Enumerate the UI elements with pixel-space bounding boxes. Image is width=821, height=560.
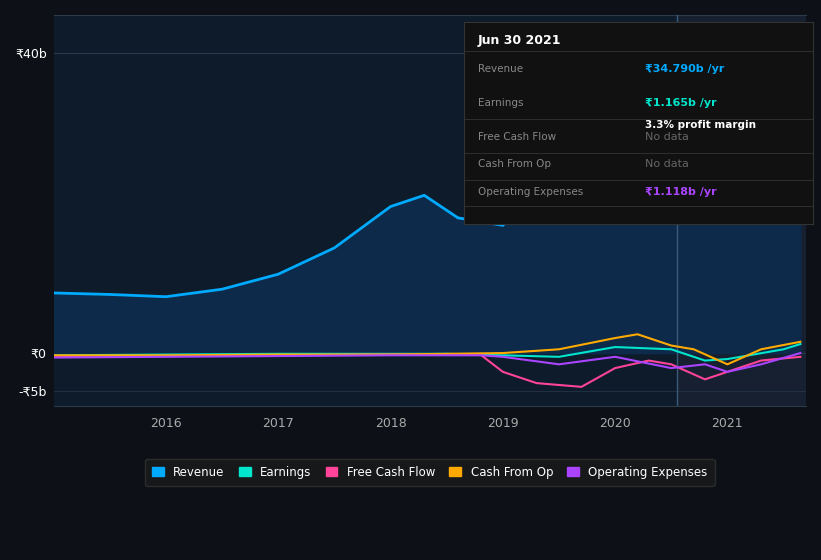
Text: 3.3% profit margin: 3.3% profit margin xyxy=(645,120,756,130)
Text: Cash From Op: Cash From Op xyxy=(478,158,551,169)
Legend: Revenue, Earnings, Free Cash Flow, Cash From Op, Operating Expenses: Revenue, Earnings, Free Cash Flow, Cash … xyxy=(144,459,715,486)
Text: ₹1.165b /yr: ₹1.165b /yr xyxy=(645,98,717,108)
Text: No data: No data xyxy=(645,132,689,142)
Text: Jun 30 2021: Jun 30 2021 xyxy=(478,35,562,48)
Text: Operating Expenses: Operating Expenses xyxy=(478,186,583,197)
Text: ₹1.118b /yr: ₹1.118b /yr xyxy=(645,186,717,197)
Text: Earnings: Earnings xyxy=(478,98,523,108)
Bar xyxy=(677,15,806,405)
Text: No data: No data xyxy=(645,158,689,169)
Text: Revenue: Revenue xyxy=(478,64,523,74)
Text: Free Cash Flow: Free Cash Flow xyxy=(478,132,556,142)
Text: ₹34.790b /yr: ₹34.790b /yr xyxy=(645,64,725,74)
